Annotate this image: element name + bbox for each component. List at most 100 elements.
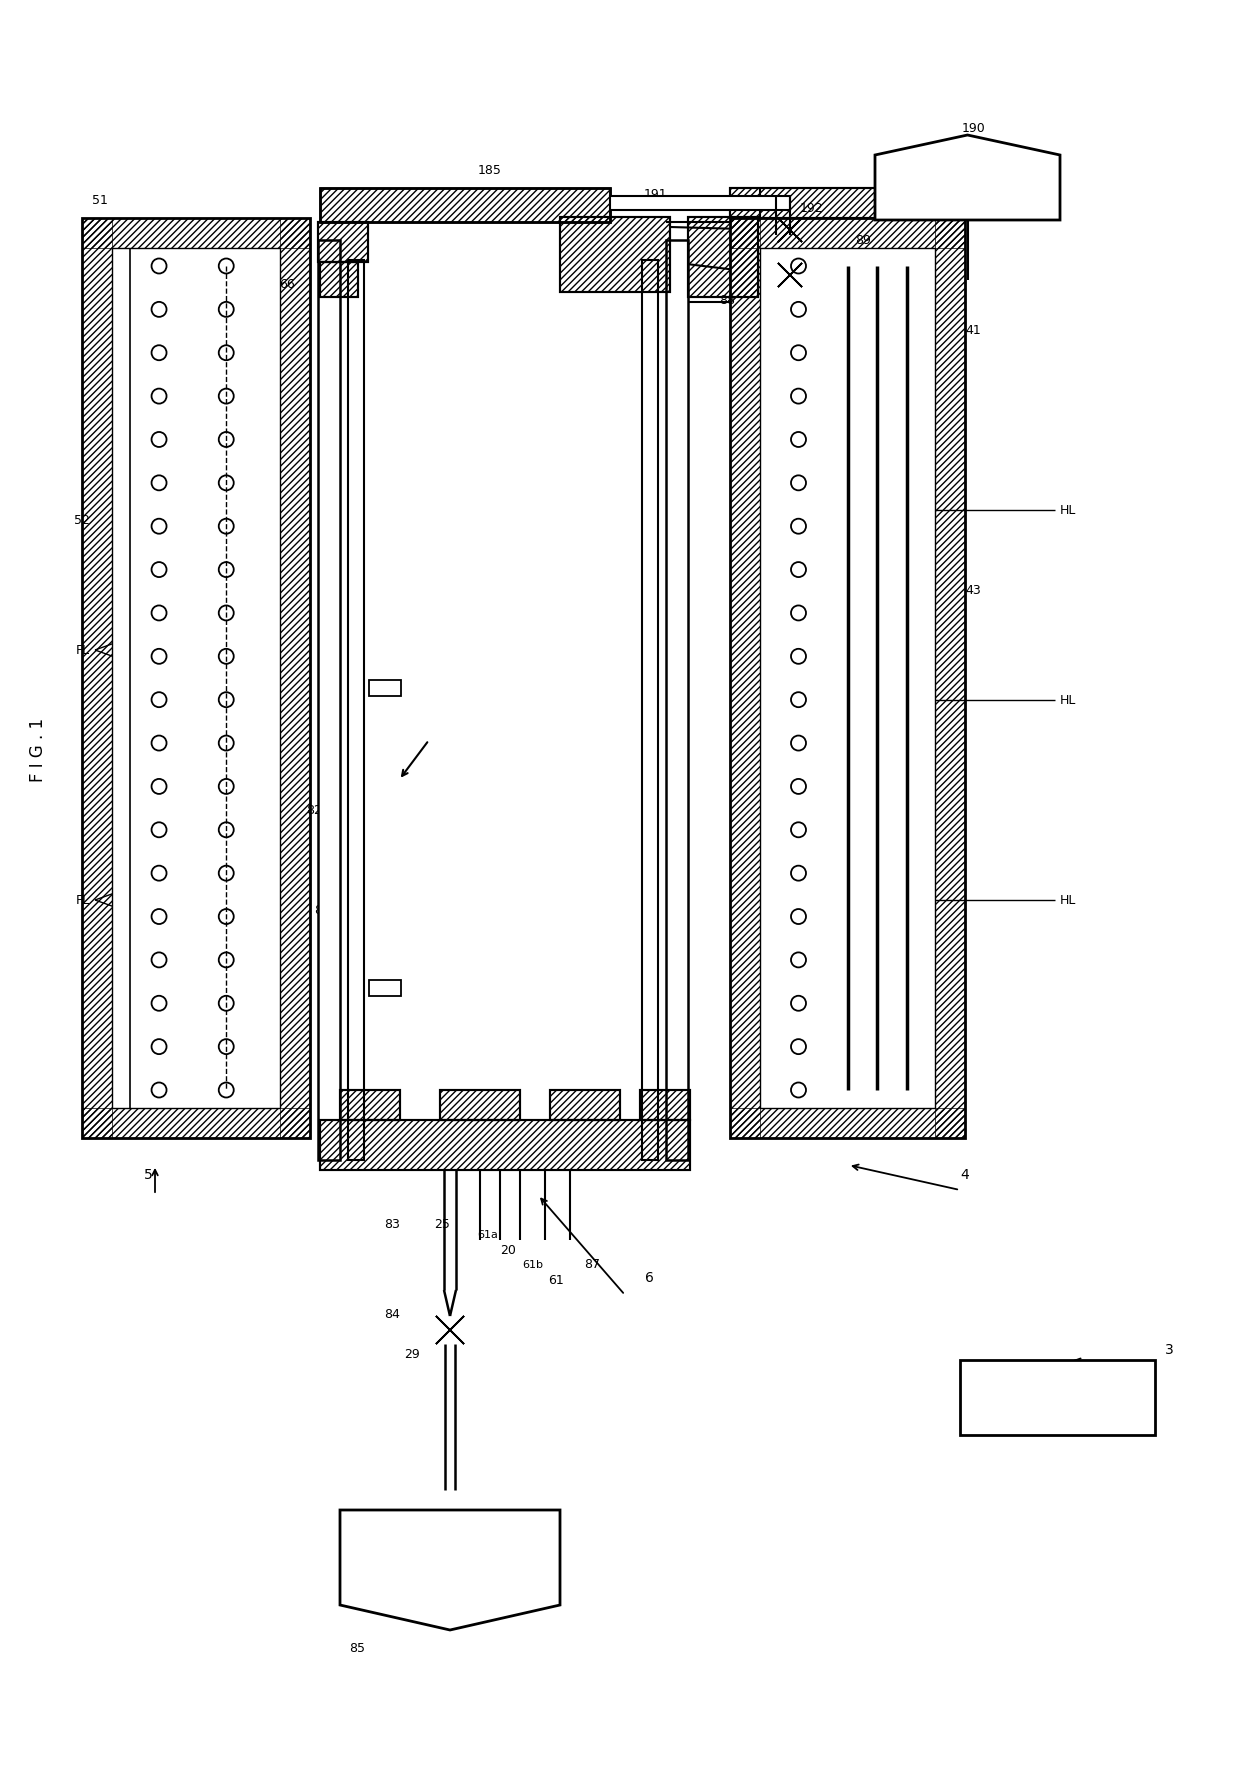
Circle shape bbox=[791, 995, 806, 1011]
Bar bbox=[320, 263, 358, 297]
Text: 87: 87 bbox=[584, 1258, 600, 1272]
Polygon shape bbox=[777, 263, 802, 288]
Bar bbox=[320, 1120, 689, 1170]
Bar bbox=[82, 218, 310, 248]
Circle shape bbox=[151, 649, 166, 663]
Text: 185: 185 bbox=[479, 163, 502, 177]
Circle shape bbox=[791, 865, 806, 881]
Circle shape bbox=[791, 345, 806, 361]
Bar bbox=[317, 222, 368, 263]
Bar bbox=[320, 188, 610, 222]
Polygon shape bbox=[875, 136, 1060, 220]
Bar bbox=[82, 218, 310, 1138]
Bar bbox=[440, 1090, 520, 1120]
Text: 69: 69 bbox=[565, 1054, 580, 1067]
Circle shape bbox=[791, 822, 806, 838]
Text: 61b: 61b bbox=[522, 1260, 543, 1271]
Circle shape bbox=[791, 910, 806, 924]
Circle shape bbox=[791, 606, 806, 620]
Bar bbox=[688, 216, 758, 297]
Bar bbox=[560, 216, 670, 291]
Bar bbox=[666, 239, 688, 1160]
Circle shape bbox=[218, 1038, 233, 1054]
Bar bbox=[440, 1090, 520, 1120]
Text: 63: 63 bbox=[485, 613, 500, 627]
Circle shape bbox=[791, 692, 806, 708]
Circle shape bbox=[791, 388, 806, 404]
Text: 74: 74 bbox=[464, 554, 480, 566]
Circle shape bbox=[218, 563, 233, 577]
Text: 88: 88 bbox=[719, 293, 735, 307]
Polygon shape bbox=[436, 1315, 464, 1344]
Circle shape bbox=[151, 995, 166, 1011]
Text: 25: 25 bbox=[434, 1219, 450, 1231]
Bar bbox=[640, 1090, 689, 1120]
Text: 51: 51 bbox=[92, 193, 108, 207]
Circle shape bbox=[151, 736, 166, 751]
Text: EXHAUST: EXHAUST bbox=[920, 180, 1014, 198]
Circle shape bbox=[791, 259, 806, 273]
Bar bbox=[551, 1090, 620, 1120]
Circle shape bbox=[218, 649, 233, 663]
Bar bbox=[317, 239, 340, 1160]
Text: 86: 86 bbox=[534, 688, 551, 702]
Polygon shape bbox=[777, 218, 802, 241]
Text: 83: 83 bbox=[384, 1219, 401, 1231]
Circle shape bbox=[151, 518, 166, 534]
Circle shape bbox=[791, 736, 806, 751]
Bar bbox=[610, 197, 790, 211]
Circle shape bbox=[791, 1038, 806, 1054]
Circle shape bbox=[151, 388, 166, 404]
Circle shape bbox=[218, 259, 233, 273]
Bar bbox=[960, 1360, 1154, 1435]
Circle shape bbox=[218, 1083, 233, 1097]
Circle shape bbox=[218, 606, 233, 620]
Text: 52: 52 bbox=[74, 513, 91, 527]
Bar bbox=[317, 222, 368, 263]
Bar bbox=[365, 300, 642, 1079]
Circle shape bbox=[218, 518, 233, 534]
Circle shape bbox=[791, 518, 806, 534]
Circle shape bbox=[791, 1083, 806, 1097]
Bar bbox=[730, 188, 965, 218]
Text: 21: 21 bbox=[534, 988, 551, 1001]
Circle shape bbox=[151, 952, 166, 967]
Bar bbox=[642, 259, 658, 1160]
Circle shape bbox=[151, 475, 166, 490]
Circle shape bbox=[151, 432, 166, 447]
Bar bbox=[560, 216, 670, 291]
Text: 89: 89 bbox=[856, 234, 870, 247]
Bar bbox=[348, 259, 365, 1160]
Text: 66: 66 bbox=[279, 279, 295, 291]
Text: HL: HL bbox=[1060, 504, 1076, 516]
Text: 190: 190 bbox=[962, 122, 986, 134]
Bar bbox=[340, 1090, 401, 1120]
Bar bbox=[370, 979, 401, 995]
Text: 6: 6 bbox=[645, 1271, 653, 1285]
Circle shape bbox=[218, 779, 233, 793]
Text: 20: 20 bbox=[500, 1244, 516, 1256]
Circle shape bbox=[791, 432, 806, 447]
Bar bbox=[112, 248, 280, 1108]
Bar bbox=[640, 1090, 689, 1120]
Circle shape bbox=[151, 865, 166, 881]
Bar bbox=[688, 216, 758, 297]
Text: 88: 88 bbox=[830, 248, 846, 261]
Text: 84: 84 bbox=[384, 1308, 401, 1322]
Text: 29: 29 bbox=[404, 1349, 420, 1362]
Text: 7: 7 bbox=[570, 482, 579, 497]
Text: 61a: 61a bbox=[477, 1229, 498, 1240]
Text: FL: FL bbox=[76, 894, 91, 906]
Text: TREATMENT  GAS: TREATMENT GAS bbox=[376, 1558, 525, 1573]
Text: 65: 65 bbox=[454, 774, 470, 786]
Text: FL: FL bbox=[76, 643, 91, 656]
Text: 192: 192 bbox=[800, 202, 823, 214]
Text: 191: 191 bbox=[644, 188, 667, 202]
Circle shape bbox=[218, 865, 233, 881]
Text: 10: 10 bbox=[570, 754, 585, 767]
Text: W: W bbox=[418, 863, 430, 876]
Bar bbox=[320, 263, 358, 297]
Bar bbox=[935, 218, 965, 1138]
Circle shape bbox=[791, 649, 806, 663]
Bar bbox=[370, 681, 401, 695]
